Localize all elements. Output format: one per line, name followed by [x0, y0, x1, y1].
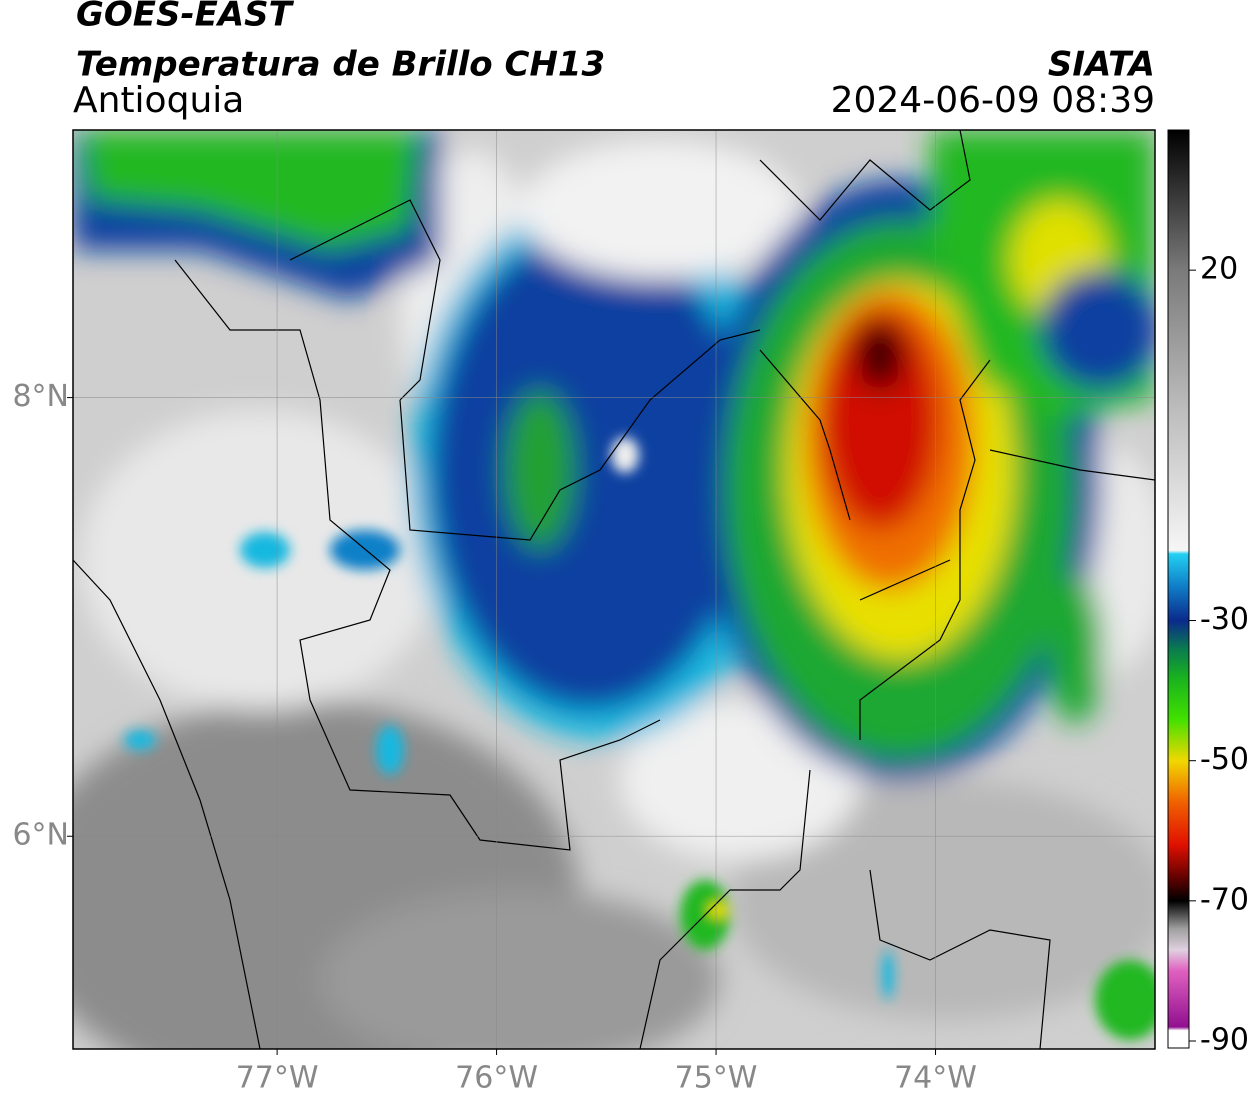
colorbar-tick-label: -50 — [1200, 742, 1249, 777]
x-tick-label: 74°W — [894, 1061, 977, 1096]
y-tick-label: 8°N — [12, 379, 69, 414]
region: Antioquia — [73, 80, 244, 121]
x-tick-label: 75°W — [675, 1061, 758, 1096]
map-frame — [72, 129, 1156, 1050]
colorbar-tick-label: -70 — [1200, 882, 1249, 917]
title: GOES-EAST — [76, 0, 295, 35]
x-tick-label: 76°W — [455, 1061, 538, 1096]
x-tick-label: 77°W — [236, 1061, 319, 1096]
datetime: 2024-06-09 08:39 — [831, 80, 1155, 121]
colorbar-tick-label: 20 — [1200, 252, 1238, 287]
source: SIATA — [1048, 45, 1155, 85]
graticule — [73, 130, 1155, 1049]
y-tick-label: 6°N — [12, 818, 69, 853]
satellite-image — [73, 130, 1155, 1049]
subtitle: Temperatura de Brillo CH13 — [76, 45, 605, 85]
colorbar — [1167, 129, 1190, 1049]
colorbar-tick-label: -90 — [1200, 1022, 1249, 1057]
colorbar-tick-label: -30 — [1200, 602, 1249, 637]
